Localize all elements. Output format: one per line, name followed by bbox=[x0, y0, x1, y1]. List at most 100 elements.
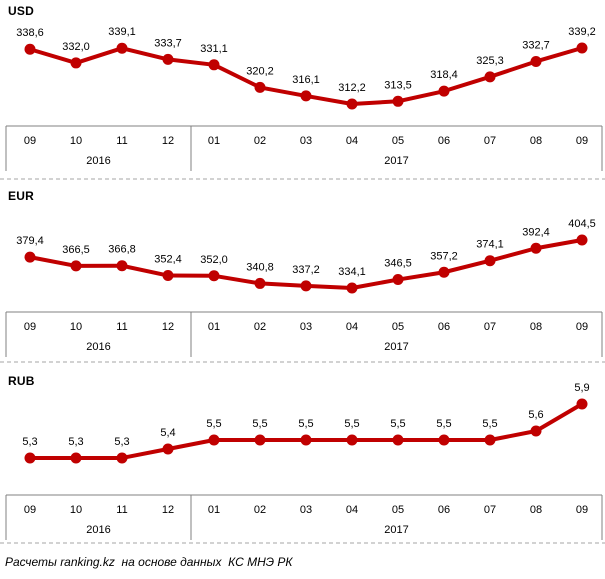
data-point bbox=[70, 452, 82, 464]
data-point bbox=[24, 43, 36, 55]
month-tick-label: 03 bbox=[300, 135, 312, 147]
year-label: 2017 bbox=[384, 155, 408, 167]
chart-title-eur: EUR bbox=[8, 189, 34, 203]
data-label: 352,4 bbox=[154, 254, 182, 266]
data-point bbox=[208, 59, 220, 71]
year-label: 2016 bbox=[86, 341, 110, 353]
data-label: 5,9 bbox=[574, 382, 589, 394]
data-label: 333,7 bbox=[154, 37, 182, 49]
month-tick-label: 09 bbox=[24, 321, 36, 333]
month-tick-label: 04 bbox=[346, 135, 358, 147]
data-point bbox=[438, 266, 450, 278]
data-point bbox=[162, 53, 174, 65]
month-tick-label: 06 bbox=[438, 135, 450, 147]
data-label: 346,5 bbox=[384, 258, 412, 270]
data-point bbox=[392, 434, 404, 446]
data-point bbox=[24, 251, 36, 263]
data-point bbox=[484, 434, 496, 446]
data-point bbox=[576, 234, 588, 246]
data-point bbox=[576, 398, 588, 410]
data-point bbox=[254, 277, 266, 289]
month-tick-label: 09 bbox=[24, 504, 36, 516]
month-tick-label: 08 bbox=[530, 321, 542, 333]
eur-line-chart: 379,4 366,5 366,8 352,4 352,0 340,8 337,2 334,1… bbox=[0, 218, 605, 363]
month-tick-label: 06 bbox=[438, 504, 450, 516]
data-label: 5,3 bbox=[22, 436, 37, 448]
data-label: 374,1 bbox=[476, 239, 504, 251]
data-point bbox=[254, 434, 266, 446]
month-tick-label: 09 bbox=[576, 504, 588, 516]
month-tick-label: 11 bbox=[116, 504, 127, 516]
data-point bbox=[300, 280, 312, 292]
data-point bbox=[392, 274, 404, 286]
data-point bbox=[576, 42, 588, 54]
year-label: 2016 bbox=[86, 524, 110, 536]
data-label: 334,1 bbox=[338, 266, 366, 278]
data-point bbox=[70, 57, 82, 69]
year-label: 2017 bbox=[384, 341, 408, 353]
data-point bbox=[392, 95, 404, 107]
data-label: 392,4 bbox=[522, 226, 550, 238]
data-point bbox=[254, 81, 266, 93]
rub-line-chart: 5,3 5,3 5,3 5,4 5,5 5,5 5,5 5,5 5,5 5,5 5,5 5,6 5,9 0… bbox=[0, 382, 605, 544]
data-label: 5,5 bbox=[482, 418, 497, 430]
data-point bbox=[346, 282, 358, 294]
month-tick-label: 12 bbox=[162, 321, 174, 333]
month-tick-label: 09 bbox=[24, 135, 36, 147]
data-point bbox=[300, 434, 312, 446]
month-tick-label: 05 bbox=[392, 321, 404, 333]
data-label: 5,5 bbox=[206, 418, 221, 430]
month-tick-label: 04 bbox=[346, 504, 358, 516]
data-label: 339,1 bbox=[108, 26, 136, 38]
data-label: 366,5 bbox=[62, 244, 90, 256]
month-tick-label: 04 bbox=[346, 321, 358, 333]
chart-title-rub: RUB bbox=[8, 374, 35, 388]
month-tick-label: 10 bbox=[70, 504, 82, 516]
data-point bbox=[208, 434, 220, 446]
month-tick-label: 03 bbox=[300, 504, 312, 516]
data-label: 5,5 bbox=[436, 418, 451, 430]
month-tick-label: 10 bbox=[70, 321, 82, 333]
year-label: 2017 bbox=[384, 524, 408, 536]
data-label: 332,0 bbox=[62, 41, 90, 53]
chart-section-rub: RUB 5,3 5,3 5,3 5,4 5,5 5,5 5,5 5,5 5,5 5,5 5,5 5,6… bbox=[0, 364, 605, 547]
month-tick-label: 01 bbox=[208, 135, 220, 147]
data-label: 5,6 bbox=[528, 409, 543, 421]
data-point bbox=[208, 270, 220, 282]
month-tick-label: 02 bbox=[254, 135, 266, 147]
usd-line-chart: 338,6 332,0 339,1 333,7 331,1 320,2 316,1 312,2… bbox=[0, 26, 605, 180]
data-point bbox=[116, 42, 128, 54]
data-point bbox=[116, 260, 128, 272]
data-label: 318,4 bbox=[430, 69, 458, 81]
year-label: 2016 bbox=[86, 155, 110, 167]
month-tick-label: 11 bbox=[116, 135, 127, 147]
data-point bbox=[70, 260, 82, 272]
month-tick-label: 05 bbox=[392, 504, 404, 516]
month-tick-label: 05 bbox=[392, 135, 404, 147]
chart-section-eur: EUR 379,4 366,5 366,8 352,4 352,0 340,8 337,2 3… bbox=[0, 181, 605, 364]
month-tick-label: 01 bbox=[208, 504, 220, 516]
month-tick-label: 12 bbox=[162, 504, 174, 516]
month-tick-label: 09 bbox=[576, 135, 588, 147]
month-tick-label: 06 bbox=[438, 321, 450, 333]
data-point bbox=[530, 425, 542, 437]
data-point bbox=[484, 255, 496, 267]
data-point bbox=[438, 85, 450, 97]
data-label: 357,2 bbox=[430, 250, 458, 262]
data-label: 325,3 bbox=[476, 55, 504, 67]
data-label: 316,1 bbox=[292, 74, 320, 86]
data-point bbox=[346, 98, 358, 110]
month-tick-label: 10 bbox=[70, 135, 82, 147]
month-tick-label: 09 bbox=[576, 321, 588, 333]
data-point bbox=[162, 270, 174, 282]
data-label: 339,2 bbox=[568, 26, 596, 38]
data-point bbox=[300, 90, 312, 102]
data-point bbox=[530, 55, 542, 67]
chart-title-usd: USD bbox=[8, 4, 34, 18]
data-label: 340,8 bbox=[246, 261, 274, 273]
month-tick-label: 02 bbox=[254, 321, 266, 333]
data-label: 5,3 bbox=[68, 436, 83, 448]
month-tick-label: 07 bbox=[484, 321, 496, 333]
data-label: 5,5 bbox=[390, 418, 405, 430]
data-point bbox=[438, 434, 450, 446]
